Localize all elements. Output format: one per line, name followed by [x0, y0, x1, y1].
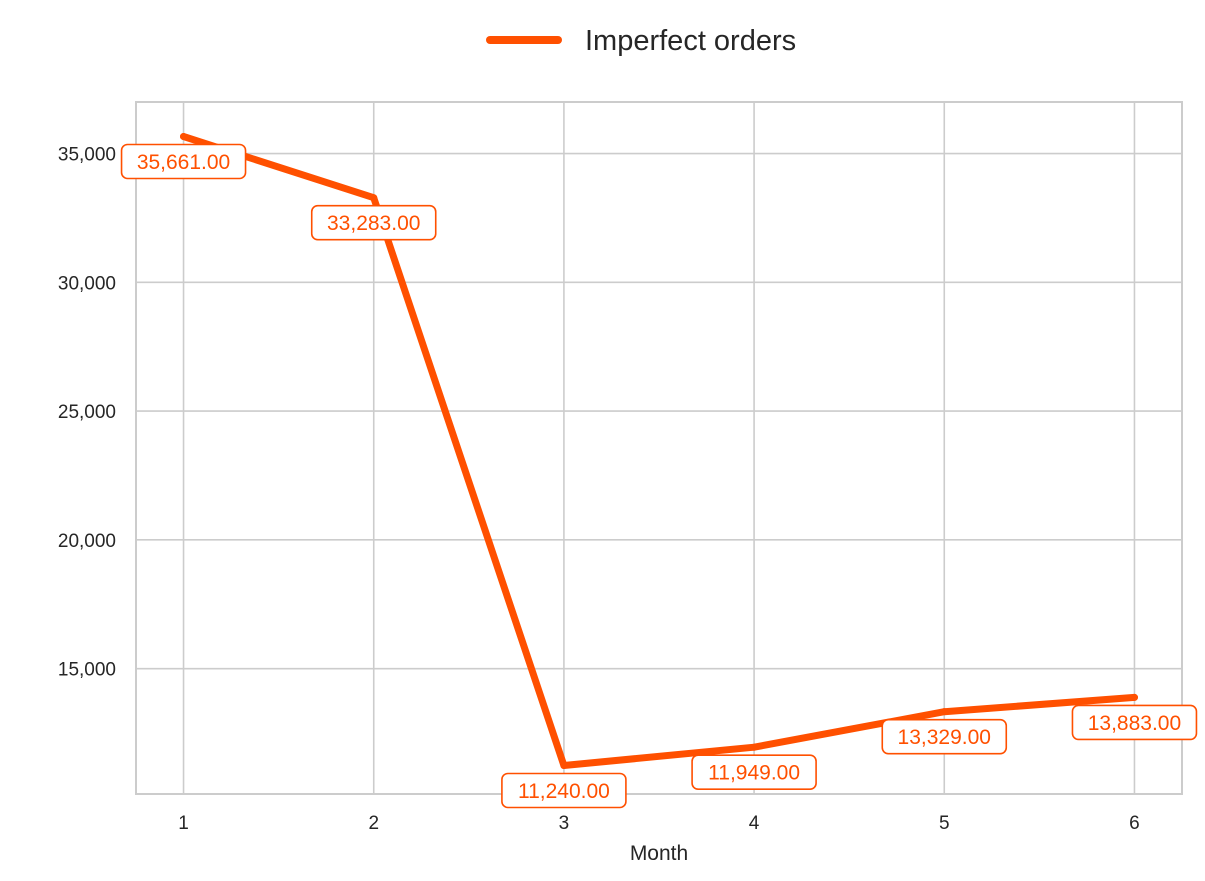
data-point: [370, 194, 378, 202]
y-tick-label: 35,000: [58, 145, 116, 166]
data-label-text: 13,883.00: [1088, 712, 1181, 735]
x-axis-ticks: 1 2 3 4 5 6: [178, 813, 1139, 834]
data-label-box: [310, 204, 437, 241]
x-tick-label: 3: [559, 813, 570, 834]
grid-lines: [136, 102, 1182, 794]
data-label-box: [120, 143, 247, 180]
data-label-text: 11,949.00: [708, 762, 800, 785]
data-point: [560, 761, 568, 769]
data-label-box: [1071, 704, 1198, 741]
x-tick-label: 4: [749, 813, 760, 834]
data-label: 11,240.00: [501, 772, 627, 809]
data-label-text: 11,240.00: [518, 780, 610, 803]
series-line: [180, 133, 1138, 769]
data-label: 11,949.00: [691, 754, 817, 791]
legend: Imperfect orders: [486, 25, 796, 57]
data-label-text: 33,283.00: [327, 212, 420, 235]
data-label: 35,661.00: [120, 143, 247, 180]
x-axis-title: Month: [630, 842, 688, 865]
data-point: [180, 132, 188, 140]
x-tick-label: 2: [368, 813, 379, 834]
y-tick-label: 30,000: [58, 273, 116, 294]
y-tick-label: 15,000: [58, 660, 116, 681]
series-lines: [180, 132, 1138, 769]
y-tick-label: 25,000: [58, 402, 116, 423]
data-labels: 35,661.00 33,283.00 11,240.00 11,949.00 13,3…: [120, 143, 1198, 809]
y-axis-ticks: 15,000 20,000 25,000 30,000 35,000: [58, 145, 116, 681]
data-point: [940, 708, 948, 716]
data-label-text: 13,329.00: [898, 726, 991, 749]
legend-label: Imperfect orders: [585, 25, 796, 57]
x-tick-label: 5: [939, 813, 950, 834]
y-tick-label: 20,000: [58, 531, 116, 552]
data-point: [1130, 693, 1138, 701]
data-label: 13,329.00: [881, 718, 1008, 755]
data-point: [750, 743, 758, 751]
x-tick-label: 1: [178, 813, 189, 834]
data-label-box: [881, 718, 1008, 755]
plot-area-frame: [135, 101, 1183, 795]
data-label-text: 35,661.00: [137, 151, 230, 174]
data-label-box: [691, 754, 817, 791]
data-label: 13,883.00: [1071, 704, 1198, 741]
x-tick-label: 6: [1129, 813, 1140, 834]
data-label-box: [501, 772, 627, 809]
data-label: 33,283.00: [310, 204, 437, 241]
